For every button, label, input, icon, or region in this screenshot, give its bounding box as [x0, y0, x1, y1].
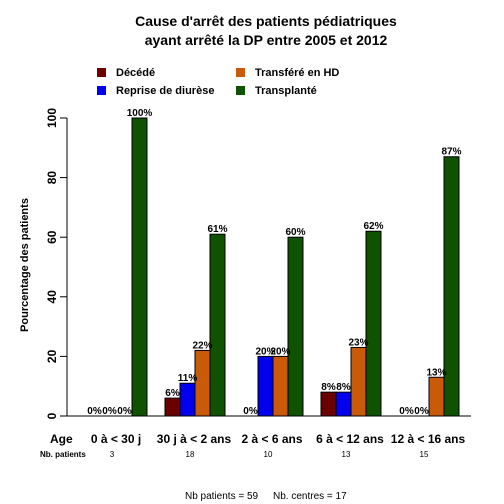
- data-label: 23%: [348, 337, 368, 348]
- data-label: 0%: [87, 406, 102, 417]
- legend-swatch: [97, 68, 106, 77]
- x-tick-label: 12 à < 16 ans: [391, 432, 466, 446]
- legend-label: Reprise de diurèse: [116, 85, 214, 97]
- y-tick-label: 20: [45, 349, 59, 363]
- data-label: 8%: [321, 382, 336, 393]
- bar: [164, 397, 181, 417]
- legend-label: Décédé: [116, 67, 155, 79]
- data-label: 87%: [441, 147, 461, 158]
- x-tick-label: 2 à < 6 ans: [241, 432, 302, 446]
- data-label: 0%: [243, 406, 258, 417]
- nb-patients-value: 13: [342, 450, 351, 459]
- x-tick-label: 0 à < 30 j: [91, 432, 141, 446]
- data-label: 61%: [207, 224, 227, 235]
- y-tick-label: 40: [45, 290, 59, 304]
- footer-nb-centres: Nb. centres = 17: [273, 491, 347, 502]
- x-tick-label: 30 j à < 2 ans: [157, 432, 232, 446]
- y-tick-label: 100: [45, 108, 59, 128]
- legend-label: Transplanté: [255, 85, 317, 97]
- data-label: 20%: [255, 346, 275, 357]
- y-tick-label: 0: [45, 412, 59, 419]
- nb-patients-value: 18: [186, 450, 195, 459]
- x-tick-labels: 0 à < 30 j 30 j à < 2 ans 2 à < 6 ans 6 à <…: [91, 432, 466, 446]
- nb-patients-value: 15: [420, 450, 429, 459]
- bar: [443, 156, 460, 417]
- data-label: 6%: [165, 388, 180, 399]
- nb-patients-value: 10: [264, 450, 273, 459]
- bar: [209, 233, 226, 417]
- age-label: Age: [50, 432, 73, 446]
- bar: [350, 346, 367, 417]
- legend: Décédé Reprise de diurèse Transféré en HD T…: [97, 67, 339, 97]
- bar: [365, 230, 382, 417]
- nb-patients-value: 3: [110, 450, 115, 459]
- y-axis: 0 20 40 60 80 100: [45, 108, 68, 419]
- data-label: 62%: [363, 221, 383, 232]
- bar: [272, 355, 289, 417]
- chart-title-line1: Cause d'arrêt des patients pédiatriques: [135, 13, 397, 29]
- chart-title-line2: ayant arrêté la DP entre 2005 et 2012: [145, 32, 388, 48]
- legend-swatch: [236, 86, 245, 95]
- data-label: 0%: [102, 406, 117, 417]
- data-label: 0%: [414, 406, 429, 417]
- x-tick-label: 6 à < 12 ans: [316, 432, 384, 446]
- y-tick-label: 60: [45, 230, 59, 244]
- legend-label: Transféré en HD: [255, 67, 339, 79]
- data-label: 100%: [127, 108, 153, 119]
- bars: [131, 117, 460, 417]
- data-label: 60%: [285, 227, 305, 238]
- data-label: 11%: [178, 373, 198, 384]
- bar: [179, 382, 196, 417]
- nb-patients-label: Nb. patients: [40, 450, 86, 459]
- nb-patients-values: 3 18 10 13 15: [110, 450, 429, 459]
- data-label: 0%: [399, 406, 414, 417]
- legend-swatch: [236, 68, 245, 77]
- data-label: 22%: [192, 340, 212, 351]
- data-labels: 0% 0% 0%100%6%11%22%61%0%20%20%60%8% 8%23%6…: [87, 108, 461, 417]
- y-axis-label: Pourcentage des patients: [19, 198, 31, 332]
- bar: [428, 376, 445, 417]
- bar: [320, 391, 337, 417]
- bar: [131, 117, 148, 417]
- bar: [257, 355, 274, 417]
- legend-swatch: [97, 86, 106, 95]
- bar: [194, 349, 211, 417]
- footer-nb-patients: Nb patients = 59: [185, 491, 259, 502]
- data-label: 0%: [117, 406, 132, 417]
- bar: [287, 236, 304, 417]
- bar: [335, 391, 352, 417]
- data-label: 8%: [336, 382, 351, 393]
- y-tick-label: 80: [45, 171, 59, 185]
- data-label: 13%: [426, 367, 446, 378]
- data-label: 20%: [270, 346, 290, 357]
